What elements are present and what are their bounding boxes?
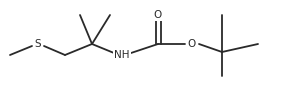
Text: NH: NH [114,50,130,60]
Text: O: O [188,39,196,49]
Text: O: O [154,10,162,20]
Text: S: S [35,39,41,49]
